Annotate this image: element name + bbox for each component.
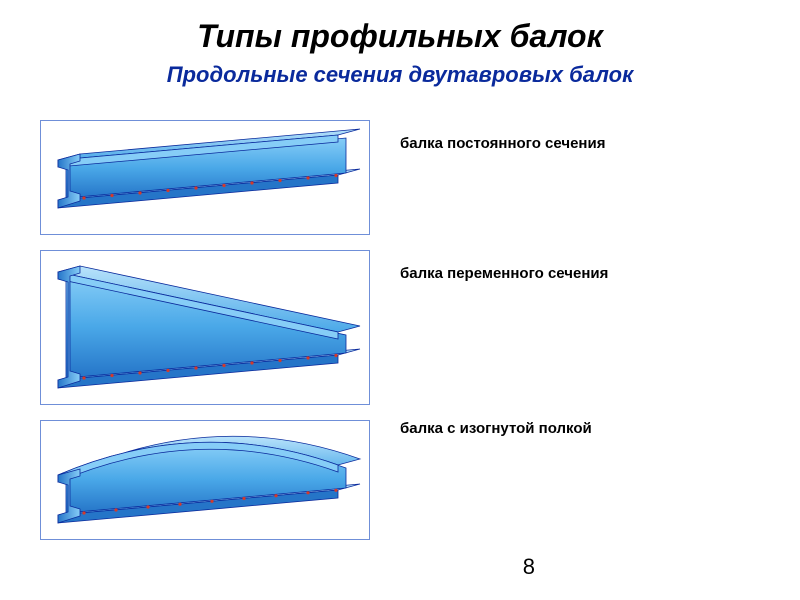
panel-curved	[41, 421, 370, 540]
panel-variable	[41, 251, 370, 405]
slide-subtitle: Продольные сечения двутавровых балок	[0, 62, 800, 88]
page-number: 8	[523, 554, 535, 580]
label-variable: балка переменного сечения	[400, 265, 608, 282]
panel-constant	[41, 121, 370, 235]
slide-title: Типы профильных балок	[0, 18, 800, 55]
label-constant: балка постоянного сечения	[400, 135, 605, 152]
beam-figure	[40, 120, 370, 540]
slide: Типы профильных балок Продольные сечения…	[0, 0, 800, 600]
label-curved: балка с изогнутой полкой	[400, 420, 592, 437]
beam-svg	[40, 120, 370, 540]
